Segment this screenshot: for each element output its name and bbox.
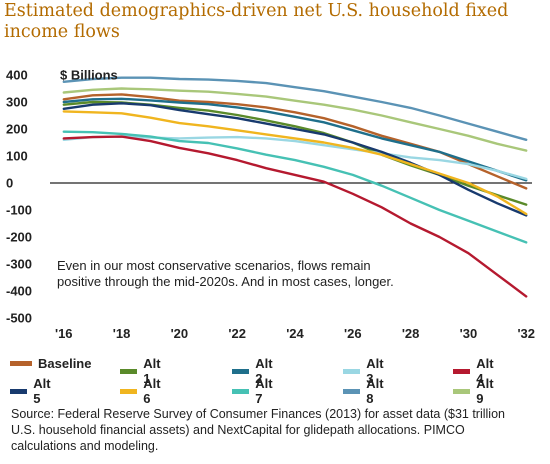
x-tick-label: '30: [460, 326, 478, 341]
legend-swatch: [120, 368, 138, 374]
series-line-alt-3: [62, 135, 528, 181]
legend-item: Alt 1: [120, 356, 165, 386]
series-line-alt-6: [62, 110, 528, 216]
legend-swatch: [343, 368, 361, 374]
legend-label: Alt 8: [366, 376, 384, 406]
x-tick-label: '32: [517, 326, 535, 341]
x-tick-label: '24: [286, 326, 304, 341]
legend-item: Alt 6: [120, 376, 165, 406]
legend-swatch: [232, 368, 250, 374]
legend-swatch: [232, 388, 250, 394]
legend-item: Alt 2: [232, 356, 277, 386]
y-tick-label: 400: [6, 68, 28, 83]
unit-label: $ Billions: [60, 68, 118, 83]
source-note: Source: Federal Reserve Survey of Consum…: [11, 407, 505, 453]
legend-label: Alt 4: [476, 356, 494, 386]
y-tick-label: -100: [6, 203, 32, 218]
line-chart: 400 300 200 100 0 -100 -200 -300 -400 -500 $ Billi…: [6, 68, 535, 342]
x-tick-label: '28: [402, 326, 420, 341]
y-tick-label: -300: [6, 257, 32, 272]
legend-item: Alt 4: [453, 356, 498, 386]
legend-item: Alt 3: [343, 356, 388, 386]
series-line-alt-9: [62, 87, 528, 152]
y-tick-label: 300: [6, 95, 28, 110]
y-tick-label: -400: [6, 284, 32, 299]
y-tick-label: 200: [6, 122, 28, 137]
legend-label: Alt 1: [143, 356, 161, 386]
series-line-alt-7: [62, 130, 528, 244]
chart-series: [62, 76, 528, 298]
legend-item: Alt 7: [232, 376, 277, 406]
legend-label: Alt 9: [476, 376, 494, 406]
x-tick-label: '16: [55, 326, 73, 341]
legend-label: Baseline: [38, 356, 92, 371]
x-tick-label: '18: [113, 326, 131, 341]
y-tick-label: 100: [6, 149, 28, 164]
legend-swatch: [10, 388, 28, 394]
legend-swatch: [120, 388, 138, 394]
y-tick-label: 0: [6, 176, 13, 191]
series-line-alt-8: [62, 76, 528, 142]
legend-label: Alt 6: [143, 376, 161, 406]
y-tick-label: -500: [6, 311, 32, 326]
x-tick-label: '22: [228, 326, 246, 341]
chart-labels: 400 300 200 100 0 -100 -200 -300 -400 -500 $ Billi…: [6, 68, 535, 342]
legend-label: Alt 7: [255, 376, 273, 406]
chart-title: Estimated demographics-driven net U.S. h…: [4, 1, 509, 42]
legend-swatch: [453, 368, 471, 374]
series-line-alt-4: [62, 135, 528, 298]
series-line-alt-2: [62, 97, 528, 182]
legend-swatch: [10, 361, 32, 366]
y-tick-label: -200: [6, 230, 32, 245]
legend-label: Alt 5: [33, 376, 51, 406]
legend-item: Alt 5: [10, 376, 55, 406]
legend-swatch: [343, 388, 361, 394]
x-tick-label: '20: [171, 326, 189, 341]
legend-label: Alt 2: [255, 356, 273, 386]
chart-annotation: Even in our most conservative scenarios,…: [57, 258, 394, 289]
legend-item: Baseline: [10, 356, 91, 371]
x-tick-label: '26: [344, 326, 362, 341]
legend-swatch: [453, 388, 471, 394]
series-line-alt-5: [62, 102, 528, 217]
legend-item: Alt 9: [453, 376, 498, 406]
legend-item: Alt 8: [343, 376, 388, 406]
legend-label: Alt 3: [366, 356, 384, 386]
